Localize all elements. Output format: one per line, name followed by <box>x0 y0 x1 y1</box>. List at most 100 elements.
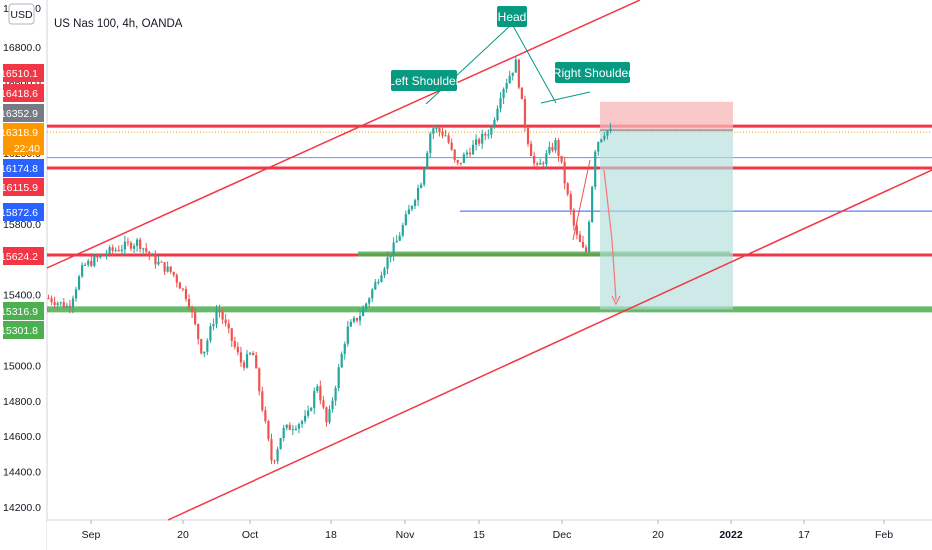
candle-body <box>355 317 359 321</box>
candle <box>252 350 255 356</box>
candle-body <box>200 339 203 354</box>
candle <box>282 425 285 442</box>
candle <box>184 285 188 302</box>
candle-body <box>334 387 337 401</box>
candle <box>84 262 87 266</box>
candle-body <box>352 317 356 322</box>
candle <box>187 294 191 311</box>
candle <box>273 459 276 465</box>
candle <box>300 419 304 429</box>
price-tag-label: 15872.6 <box>0 207 38 219</box>
candle <box>429 131 432 158</box>
candle <box>597 141 600 156</box>
target-arrow-line <box>603 169 617 301</box>
candle-body <box>145 248 148 252</box>
candle <box>594 149 597 190</box>
candle-body <box>557 140 560 156</box>
candle <box>474 134 478 151</box>
candle-body <box>383 268 386 276</box>
candle-body <box>197 324 200 340</box>
candle <box>587 219 591 254</box>
price-tag-label: 16318.9 <box>0 127 38 139</box>
left-shoulder-callout[interactable]: Left Shoulder <box>388 70 460 91</box>
x-tick-label: 18 <box>325 529 337 541</box>
candle-body <box>484 133 487 136</box>
candle-body <box>438 127 441 132</box>
price-tag-red[interactable]: 16418.6 <box>0 84 44 102</box>
candle-body <box>123 241 126 250</box>
candle-body <box>215 310 218 325</box>
channel-upper-line[interactable] <box>46 0 641 269</box>
y-tick-label: 15000.0 <box>3 360 41 372</box>
candle <box>578 231 582 243</box>
time-axis-panel[interactable] <box>47 521 932 550</box>
candle <box>163 262 166 275</box>
candle-body <box>105 254 108 256</box>
candle <box>478 137 481 146</box>
price-tag-blue[interactable]: 15872.6 <box>0 203 44 221</box>
currency-badge[interactable]: USD <box>8 3 35 25</box>
candle <box>148 251 151 261</box>
candle-body <box>129 242 133 249</box>
candle <box>50 295 53 306</box>
candle <box>68 299 72 314</box>
candle-body <box>233 340 236 347</box>
candle-body <box>316 386 319 392</box>
candle <box>523 95 527 132</box>
candle <box>291 424 294 436</box>
candle <box>129 240 133 251</box>
candle <box>47 294 50 300</box>
candle-body <box>340 353 343 368</box>
candle-body <box>279 438 282 450</box>
candle <box>224 313 227 327</box>
candle <box>383 266 386 279</box>
candle <box>533 151 536 168</box>
candle-body <box>426 152 429 169</box>
candle <box>566 182 569 197</box>
candle <box>490 124 493 139</box>
candle-body <box>493 120 496 127</box>
stop-loss-zone[interactable] <box>600 101 733 133</box>
candle-body <box>474 139 478 145</box>
candle <box>536 161 539 171</box>
candle <box>242 360 246 371</box>
head-callout-label: Head <box>498 10 527 24</box>
price-tag-green[interactable]: 15301.8 <box>0 321 44 339</box>
y-tick-label: 14400.0 <box>3 467 41 479</box>
price-tag-bg <box>3 178 44 196</box>
candle <box>361 305 365 317</box>
price-tag-red[interactable]: 16510.1 <box>0 64 44 82</box>
candle-body <box>529 143 533 156</box>
price-tag-last[interactable]: 16318.9 <box>0 123 44 141</box>
price-tag-blue[interactable]: 16174.8 <box>0 159 44 177</box>
price-tag-label: 22:40 <box>14 143 40 155</box>
candle-body <box>371 289 374 299</box>
candle-body <box>413 200 417 206</box>
price-tag-gray[interactable]: 16352.9 <box>0 104 44 122</box>
candle-body <box>120 249 123 252</box>
candle <box>441 127 444 139</box>
candle-body <box>135 239 139 246</box>
candle <box>456 159 459 166</box>
candle <box>398 231 401 242</box>
candle <box>53 296 56 309</box>
candle-body <box>441 131 444 136</box>
price-tag-red[interactable]: 15624.2 <box>0 247 44 265</box>
candle-body <box>184 288 188 300</box>
candle-body <box>203 351 206 354</box>
take-profit-zone[interactable] <box>600 132 733 310</box>
price-tag-red[interactable]: 16115.9 <box>1 178 44 196</box>
breakdown-line <box>572 159 591 241</box>
candle-body <box>597 142 600 152</box>
candle <box>426 150 429 170</box>
right-shoulder-callout[interactable]: Right Shoulder <box>553 62 632 83</box>
candle <box>65 302 68 309</box>
price-tag-green[interactable]: 15316.9 <box>0 302 44 320</box>
candle-body <box>358 315 362 321</box>
head-callout[interactable]: Head <box>497 6 527 27</box>
candle-body <box>374 282 377 290</box>
candle-body <box>322 400 325 408</box>
channel-lower-line[interactable] <box>167 169 932 521</box>
price-tag-last[interactable]: 22:40 <box>3 141 44 155</box>
